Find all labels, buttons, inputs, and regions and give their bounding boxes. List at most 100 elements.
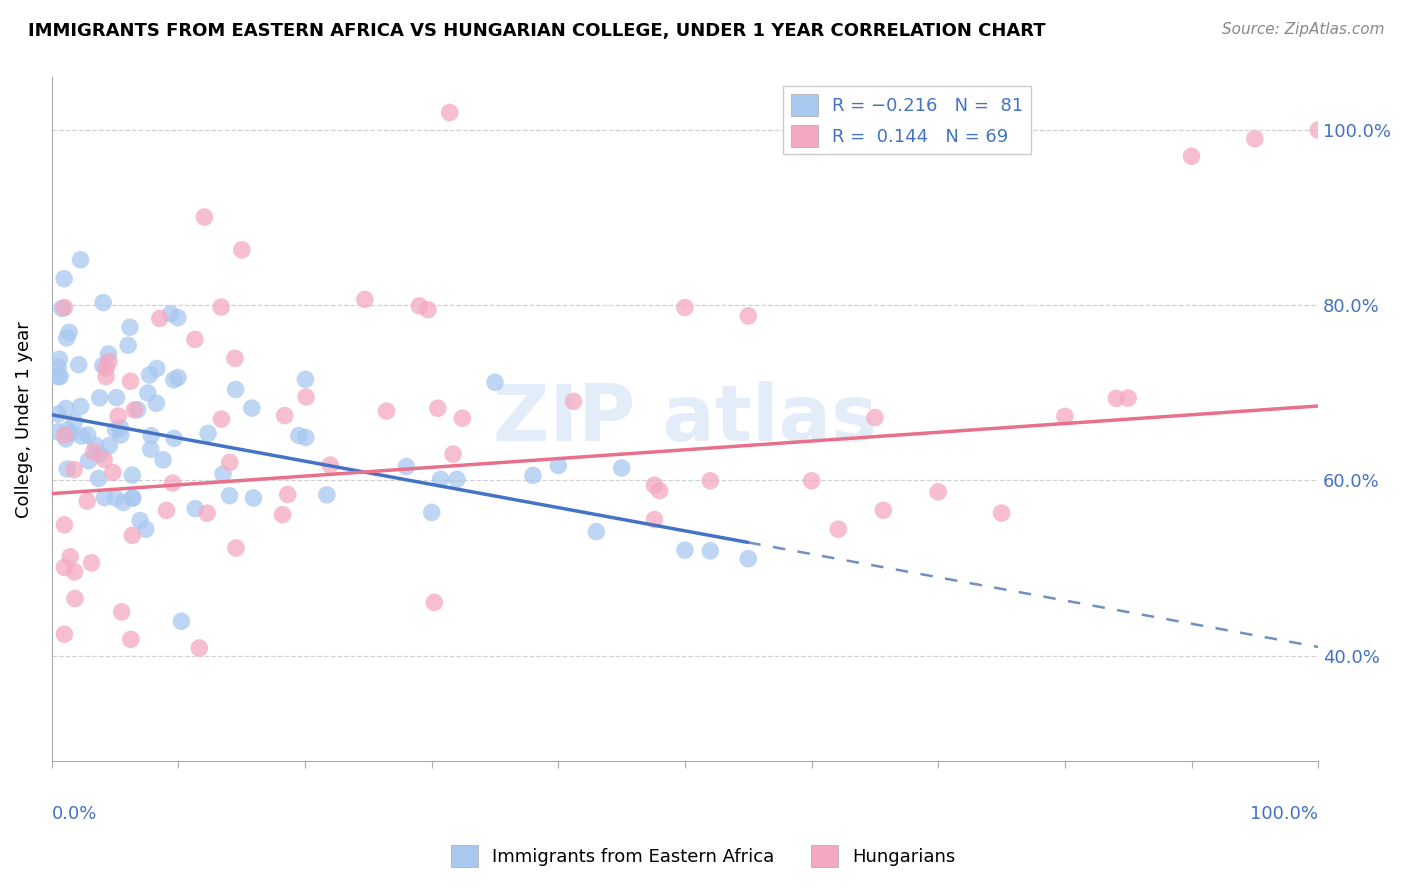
Point — [547, 458, 569, 473]
Point — [118, 320, 141, 334]
Point — [97, 347, 120, 361]
Point — [149, 311, 172, 326]
Point — [294, 372, 316, 386]
Point — [53, 301, 76, 315]
Point — [76, 428, 98, 442]
Point — [112, 495, 135, 509]
Point — [107, 409, 129, 423]
Point — [990, 506, 1012, 520]
Point — [288, 428, 311, 442]
Point — [295, 390, 318, 404]
Point — [91, 295, 114, 310]
Point — [93, 452, 115, 467]
Point — [94, 361, 117, 376]
Point — [319, 458, 342, 472]
Text: 100.0%: 100.0% — [1250, 805, 1319, 823]
Point — [195, 506, 218, 520]
Point — [188, 640, 211, 655]
Point — [863, 410, 886, 425]
Point — [69, 252, 91, 267]
Point — [193, 210, 215, 224]
Point — [240, 401, 263, 415]
Point — [53, 560, 76, 574]
Point — [159, 307, 181, 321]
Point — [416, 302, 439, 317]
Point — [91, 359, 114, 373]
Point — [105, 391, 128, 405]
Point — [673, 543, 696, 558]
Point — [111, 605, 134, 619]
Point — [218, 455, 240, 469]
Point — [87, 471, 110, 485]
Point — [231, 243, 253, 257]
Point — [117, 338, 139, 352]
Point — [610, 461, 633, 475]
Point — [167, 370, 190, 384]
Point — [1243, 132, 1265, 146]
Point — [63, 462, 86, 476]
Point — [644, 512, 666, 526]
Point — [104, 423, 127, 437]
Point — [1116, 391, 1139, 405]
Point — [129, 513, 152, 527]
Point — [872, 503, 894, 517]
Point — [184, 501, 207, 516]
Point — [55, 331, 77, 345]
Point — [127, 402, 149, 417]
Point — [484, 376, 506, 390]
Point — [648, 483, 671, 498]
Point — [167, 310, 190, 325]
Point — [46, 369, 69, 384]
Point — [120, 374, 142, 388]
Point — [53, 428, 76, 442]
Point — [138, 368, 160, 382]
Point — [80, 556, 103, 570]
Point — [212, 467, 235, 481]
Point — [56, 423, 79, 437]
Point — [122, 491, 145, 505]
Point — [643, 478, 665, 492]
Point — [63, 415, 86, 429]
Point — [827, 522, 849, 536]
Point — [89, 391, 111, 405]
Point — [101, 466, 124, 480]
Point — [800, 474, 823, 488]
Point — [139, 442, 162, 457]
Point — [152, 453, 174, 467]
Point — [48, 352, 70, 367]
Point — [59, 426, 82, 441]
Point — [63, 591, 86, 606]
Point — [184, 332, 207, 346]
Point — [46, 360, 69, 375]
Point — [55, 401, 77, 416]
Point — [163, 431, 186, 445]
Legend: Immigrants from Eastern Africa, Hungarians: Immigrants from Eastern Africa, Hungaria… — [443, 838, 963, 874]
Point — [562, 394, 585, 409]
Point — [423, 595, 446, 609]
Point — [699, 544, 721, 558]
Point — [98, 439, 121, 453]
Point — [439, 105, 461, 120]
Point — [224, 351, 246, 366]
Point — [737, 309, 759, 323]
Point — [209, 300, 232, 314]
Point — [145, 396, 167, 410]
Point — [141, 428, 163, 442]
Point — [121, 528, 143, 542]
Point — [451, 411, 474, 425]
Point — [77, 454, 100, 468]
Point — [120, 632, 142, 647]
Point — [59, 549, 82, 564]
Point — [110, 428, 132, 442]
Point — [97, 354, 120, 368]
Point — [426, 401, 449, 416]
Point — [89, 447, 111, 461]
Point — [1180, 149, 1202, 163]
Text: ZIP atlas: ZIP atlas — [494, 381, 877, 457]
Point — [121, 468, 143, 483]
Point — [395, 459, 418, 474]
Point — [209, 412, 232, 426]
Point — [53, 627, 76, 641]
Point — [271, 508, 294, 522]
Point — [673, 301, 696, 315]
